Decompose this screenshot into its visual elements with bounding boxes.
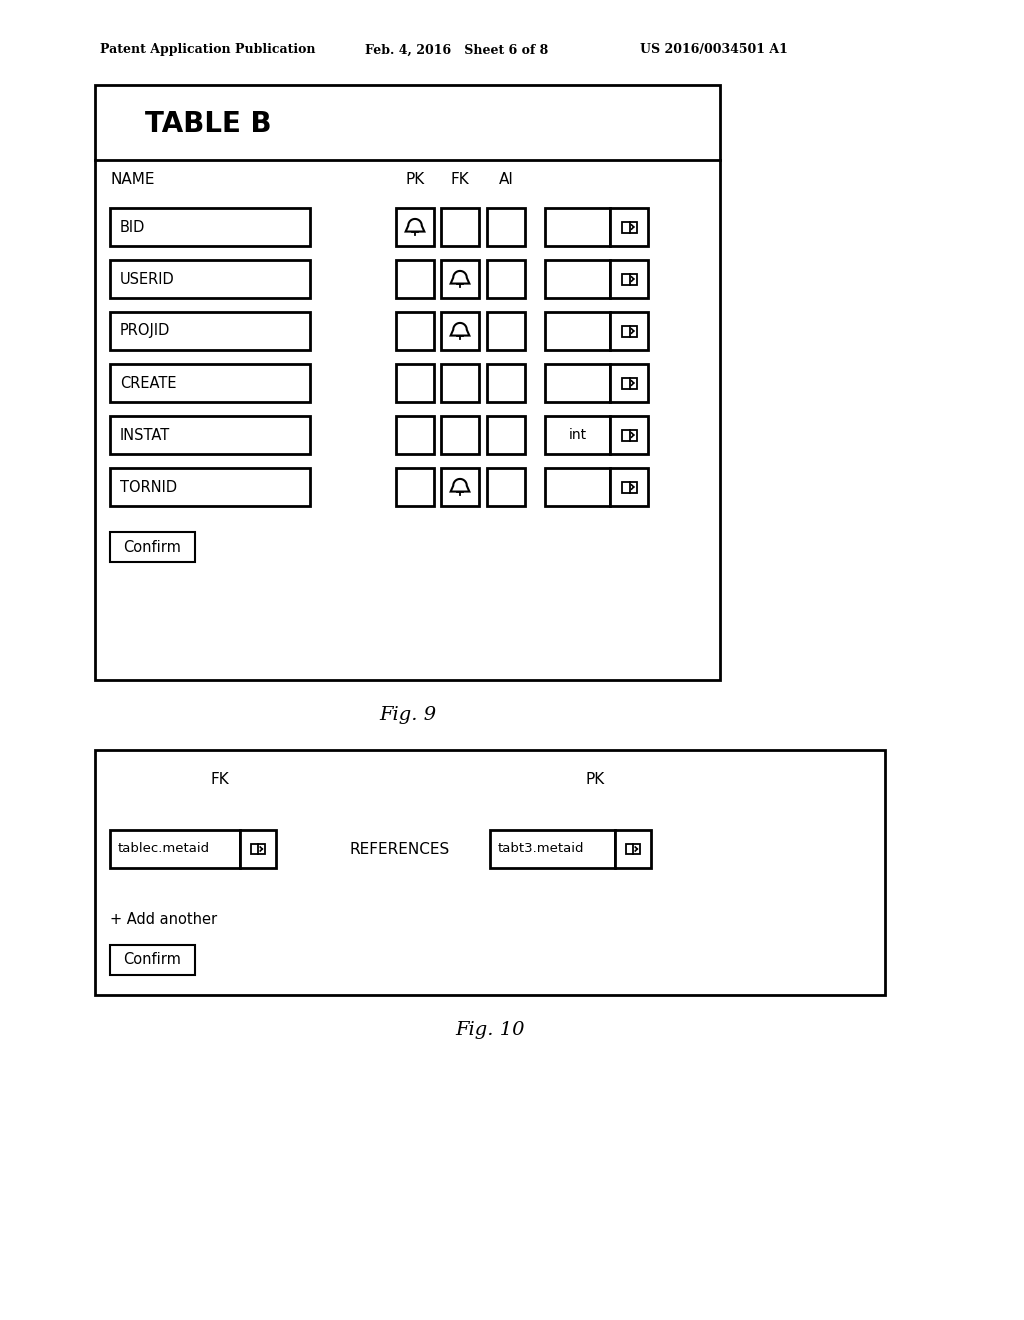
Text: Fig. 9: Fig. 9 — [379, 706, 436, 723]
Bar — [487, 312, 525, 350]
Bar — [622, 273, 637, 285]
Text: PROJID: PROJID — [120, 323, 170, 338]
Bar — [545, 364, 610, 403]
Bar — [545, 469, 610, 506]
Bar — [545, 312, 610, 350]
Bar — [545, 416, 610, 454]
Text: FK: FK — [211, 772, 229, 788]
Text: CREATE: CREATE — [120, 375, 176, 391]
Bar — [110, 416, 310, 454]
Text: Patent Application Publication: Patent Application Publication — [100, 44, 315, 57]
Bar — [441, 312, 479, 350]
Text: Confirm: Confirm — [124, 953, 181, 968]
Bar — [110, 830, 240, 869]
Bar — [396, 209, 434, 246]
Bar — [251, 843, 265, 854]
Text: tablec.metaid: tablec.metaid — [118, 842, 210, 855]
Bar — [110, 469, 310, 506]
Bar — [545, 260, 610, 298]
Text: PK: PK — [586, 772, 604, 788]
Text: Feb. 4, 2016   Sheet 6 of 8: Feb. 4, 2016 Sheet 6 of 8 — [365, 44, 548, 57]
Bar — [610, 364, 648, 403]
Bar — [396, 364, 434, 403]
Bar — [441, 260, 479, 298]
Text: BID: BID — [120, 219, 145, 235]
Bar — [615, 830, 651, 869]
Bar — [622, 482, 637, 492]
Bar — [610, 416, 648, 454]
Text: tabt3.metaid: tabt3.metaid — [498, 842, 585, 855]
Text: TABLE B: TABLE B — [145, 111, 271, 139]
Bar — [622, 429, 637, 441]
Bar — [610, 312, 648, 350]
Bar — [487, 469, 525, 506]
Text: Fig. 10: Fig. 10 — [456, 1020, 524, 1039]
Text: INSTAT: INSTAT — [120, 428, 170, 442]
Text: PK: PK — [406, 173, 425, 187]
Bar — [490, 830, 615, 869]
Bar — [441, 364, 479, 403]
Text: USERID: USERID — [120, 272, 175, 286]
Text: FK: FK — [451, 173, 469, 187]
Bar — [110, 945, 195, 975]
Bar — [487, 364, 525, 403]
Bar — [610, 209, 648, 246]
Bar — [441, 209, 479, 246]
Bar — [396, 469, 434, 506]
Bar — [610, 260, 648, 298]
Bar — [396, 416, 434, 454]
Text: + Add another: + Add another — [110, 912, 217, 928]
Bar — [110, 532, 195, 562]
Bar — [610, 469, 648, 506]
Text: Confirm: Confirm — [124, 540, 181, 554]
Text: REFERENCES: REFERENCES — [350, 842, 451, 857]
Bar — [240, 830, 276, 869]
Bar — [622, 326, 637, 337]
Bar — [396, 260, 434, 298]
Bar — [95, 750, 885, 995]
Text: NAME: NAME — [110, 173, 155, 187]
Bar — [441, 416, 479, 454]
Bar — [487, 416, 525, 454]
Text: US 2016/0034501 A1: US 2016/0034501 A1 — [640, 44, 787, 57]
Text: AI: AI — [499, 173, 513, 187]
Bar — [487, 260, 525, 298]
Text: TORNID: TORNID — [120, 479, 177, 495]
Bar — [110, 260, 310, 298]
Bar — [545, 209, 610, 246]
Bar — [110, 209, 310, 246]
Bar — [95, 84, 720, 680]
Bar — [627, 843, 640, 854]
Bar — [441, 469, 479, 506]
Bar — [396, 312, 434, 350]
Bar — [622, 378, 637, 388]
Bar — [110, 312, 310, 350]
Bar — [622, 222, 637, 232]
Text: int: int — [568, 428, 587, 442]
Bar — [487, 209, 525, 246]
Bar — [110, 364, 310, 403]
